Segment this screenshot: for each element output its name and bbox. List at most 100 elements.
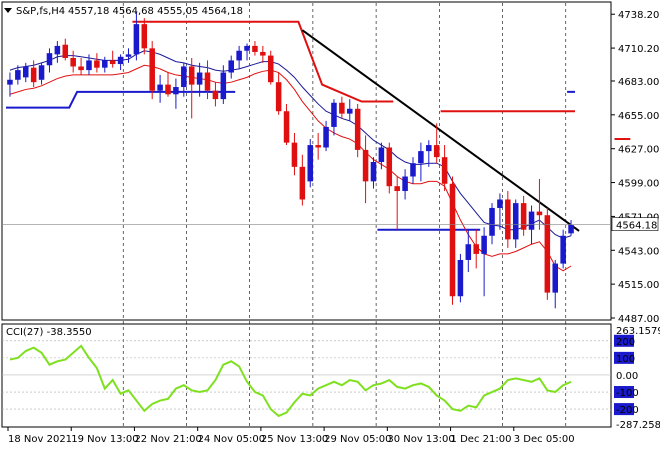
time-tick-label: 19 Nov 13:00 xyxy=(71,434,138,445)
price-tick-label: 4543.00 xyxy=(618,246,659,257)
candle-body xyxy=(497,199,503,208)
candle-body xyxy=(86,60,92,71)
candle-body xyxy=(544,215,551,293)
candle-body xyxy=(141,24,148,49)
candle-body xyxy=(244,45,250,51)
candle-body xyxy=(520,203,527,230)
time-tick-label: 29 Nov 05:00 xyxy=(324,434,391,445)
candle-body xyxy=(260,51,266,56)
candle-body xyxy=(291,142,298,167)
candle-body xyxy=(252,45,258,52)
candle-body xyxy=(331,102,337,127)
candle-body xyxy=(505,199,511,240)
candle-body xyxy=(70,58,76,67)
candle-body xyxy=(473,244,479,254)
candles xyxy=(7,12,574,309)
ma-fast-line xyxy=(9,50,572,239)
candle-body xyxy=(15,70,21,80)
time-tick-label: 24 Nov 05:00 xyxy=(198,434,265,445)
candle-body xyxy=(236,50,242,61)
candle-body xyxy=(410,163,416,177)
candle-body xyxy=(386,147,393,187)
candle-body xyxy=(62,44,69,58)
time-tick-label: 3 Dec 05:00 xyxy=(514,434,575,445)
candle-body xyxy=(94,60,100,68)
current-price-label: 4564.18 xyxy=(616,221,657,232)
candle-body xyxy=(315,145,321,148)
level-step-line xyxy=(132,20,394,103)
candle-body xyxy=(212,90,219,100)
candle-body xyxy=(323,126,329,148)
candle-body xyxy=(228,60,234,73)
candle-body xyxy=(102,60,108,68)
candle-body xyxy=(188,66,195,85)
candle-body xyxy=(481,235,487,254)
price-panel-frame xyxy=(1,1,612,321)
cci-level-label: -100 xyxy=(616,388,639,399)
candle-body xyxy=(149,48,155,91)
time-tick-label: 22 Nov 21:00 xyxy=(134,434,201,445)
candle-body xyxy=(165,84,171,95)
ohlc-readout: 4557,18 4564,68 4555,05 4564,18 xyxy=(68,6,243,17)
chart-header: S&P,fs,H4 4557,18 4564,68 4555,05 4564,1… xyxy=(4,6,243,17)
candle-body xyxy=(426,145,432,152)
time-tick-label: 1 Dec 21:00 xyxy=(451,434,512,445)
candle-body xyxy=(157,84,163,91)
cci-label: CCI(27) -38.3550 xyxy=(6,327,92,338)
candle-body xyxy=(528,211,535,230)
candle-body xyxy=(378,147,385,162)
candle-body xyxy=(307,145,314,182)
candle-body xyxy=(299,166,306,200)
price-tick-label: 4655.00 xyxy=(618,111,659,122)
price-tick-label: 4683.00 xyxy=(618,77,659,88)
candle-body xyxy=(418,151,424,164)
grid-lines xyxy=(2,3,611,427)
candle-body xyxy=(109,60,116,65)
candle-body xyxy=(220,72,227,100)
candle-body xyxy=(370,162,377,182)
candle-body xyxy=(7,79,13,85)
candle-body xyxy=(117,56,124,65)
price-tick-label: 4710.20 xyxy=(618,44,659,55)
candle-body xyxy=(512,203,519,240)
candle-body xyxy=(362,149,369,182)
candle-body xyxy=(173,87,179,95)
axes: 4738.20 4710.20 4683.00 4655.00 4627.00 4599.… xyxy=(2,10,660,445)
cci-level-label: 100 xyxy=(616,354,635,365)
candle-body xyxy=(560,235,566,264)
candle-body xyxy=(133,24,140,55)
symbol-label: S&P,fs,H4 xyxy=(16,6,65,17)
current-price-tag xyxy=(611,217,659,231)
candle-body xyxy=(78,66,84,71)
candle-body xyxy=(22,66,29,78)
candle-body xyxy=(465,244,472,260)
cci-level-label: 263.1579 xyxy=(616,326,660,337)
candle-body xyxy=(536,211,543,216)
candle-body xyxy=(457,259,464,297)
candle-body xyxy=(489,207,495,236)
candle-body xyxy=(339,102,345,114)
cci-level-label: -287.2589 xyxy=(616,420,660,431)
candle-body xyxy=(449,183,456,297)
cci-level-label: -200 xyxy=(616,405,639,416)
candle-body xyxy=(267,55,274,83)
candle-body xyxy=(283,111,290,143)
candle-body xyxy=(54,45,61,55)
cci-panel-frame xyxy=(1,323,612,428)
cci-level-tag xyxy=(614,334,634,347)
cci-level-label: 200 xyxy=(616,337,635,348)
dropdown-triangle-icon[interactable] xyxy=(4,8,12,13)
candle-body xyxy=(196,72,203,85)
candle-body xyxy=(568,224,574,234)
cci-level-tag xyxy=(614,386,634,399)
candle-body xyxy=(46,53,53,66)
candle-body xyxy=(347,108,353,114)
price-tick-label: 4738.20 xyxy=(618,10,659,21)
candle-body xyxy=(30,67,37,83)
candle-body xyxy=(441,157,448,184)
indicator-lines xyxy=(6,20,631,272)
price-tick-label: 4487.00 xyxy=(618,314,659,325)
price-tick-label: 4515.00 xyxy=(618,280,659,291)
